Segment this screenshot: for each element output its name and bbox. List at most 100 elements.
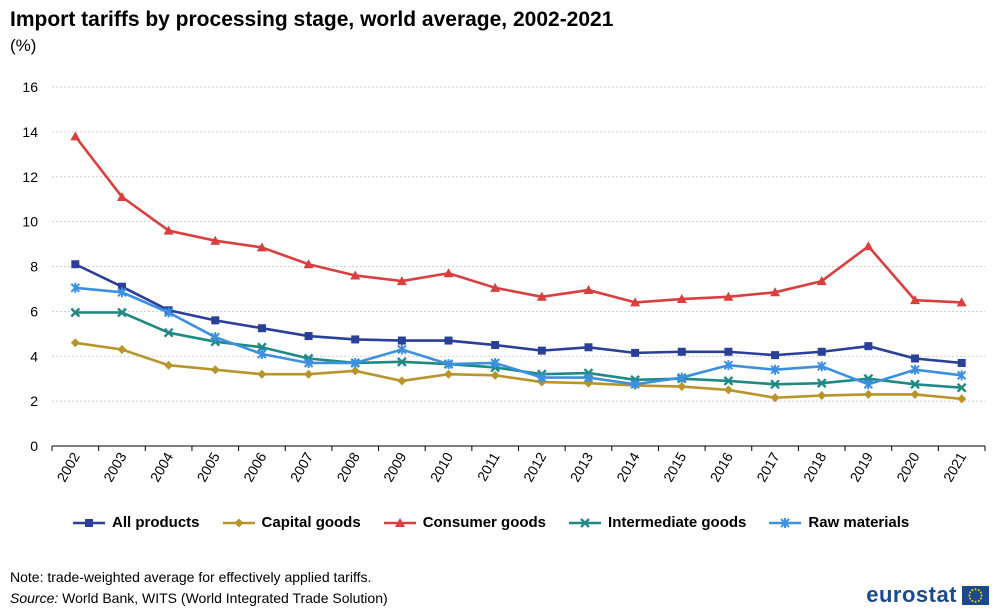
data-point (956, 370, 967, 381)
data-point (396, 276, 407, 286)
legend-item-all-products: All products (72, 514, 200, 531)
data-point (911, 354, 920, 363)
data-point (957, 394, 967, 404)
data-point (490, 282, 501, 292)
data-point (397, 344, 407, 355)
brand-name: eurostat (866, 582, 957, 607)
legend-marker (394, 517, 405, 527)
chart-title: Import tariffs by processing stage, worl… (10, 8, 614, 31)
data-point (583, 285, 594, 295)
legend-marker (85, 518, 93, 527)
data-point (817, 391, 827, 401)
data-point (630, 297, 641, 307)
data-point (257, 369, 267, 379)
data-point (443, 268, 454, 278)
data-point (444, 336, 453, 345)
x-tick-label: 2003 (100, 449, 130, 484)
x-tick-label: 2012 (520, 449, 550, 484)
legend-item-consumer-goods: Consumer goods (383, 514, 546, 531)
data-point (863, 379, 874, 390)
data-point (910, 389, 920, 399)
y-tick-label: 0 (30, 438, 38, 454)
data-point (770, 393, 780, 403)
y-tick-label: 14 (22, 124, 38, 140)
source-text: World Bank, WITS (World Integrated Trade… (58, 590, 388, 606)
legend-item-intermediate-goods: Intermediate goods (568, 514, 746, 531)
legend-marker (580, 517, 590, 528)
series-line (75, 341, 962, 401)
data-point (210, 235, 221, 245)
x-tick-label: 2008 (333, 449, 363, 484)
data-point (724, 347, 733, 356)
series-line (74, 263, 962, 365)
legend-label: Capital goods (261, 514, 361, 531)
data-point (677, 347, 686, 356)
data-point (816, 378, 827, 389)
series-capital-goods (70, 338, 967, 404)
y-tick-label: 8 (30, 259, 38, 275)
data-point (864, 342, 873, 351)
x-tick-label: 2016 (707, 449, 737, 484)
data-point (491, 341, 500, 350)
source-label: Source: (10, 590, 59, 606)
data-point (256, 242, 267, 252)
data-point (910, 295, 921, 305)
data-point (210, 365, 220, 375)
data-point (70, 131, 81, 141)
data-point (676, 294, 687, 304)
chart-source: Source: World Bank, WITS (World Integrat… (10, 590, 388, 606)
data-point (117, 307, 127, 318)
y-tick-label: 6 (30, 303, 38, 319)
data-point (70, 338, 80, 348)
data-point (631, 348, 640, 357)
x-tick-label: 2011 (474, 449, 503, 483)
data-point (350, 366, 360, 376)
axes: 0 2 4 6 8 10 12 14 16 2002 2003 2004 2005 2006 2007 200… (22, 79, 986, 484)
data-point (583, 372, 594, 383)
data-point (677, 372, 687, 383)
x-tick-label: 2019 (847, 449, 877, 484)
data-point (117, 287, 127, 298)
y-tick-label: 12 (22, 169, 38, 185)
legend-swatch (73, 518, 105, 527)
data-point (397, 336, 406, 345)
data-point (956, 382, 967, 393)
y-tick-label: 16 (22, 79, 38, 95)
data-point (770, 379, 780, 390)
legend-label: Consumer goods (422, 514, 547, 531)
data-point (350, 270, 361, 280)
data-point (537, 372, 547, 383)
data-point (723, 376, 734, 386)
data-point (490, 357, 500, 368)
series-line (75, 286, 962, 386)
legend-label: Intermediate goods (608, 514, 747, 531)
chart-unit-label: (%) (10, 36, 37, 55)
x-tick-label: 2013 (567, 449, 597, 484)
x-tick-label: 2009 (380, 449, 410, 484)
legend-label: Raw materials (808, 514, 910, 531)
data-point (630, 379, 640, 390)
legend-swatch (383, 517, 416, 527)
data-point (70, 307, 81, 318)
data-point (210, 332, 220, 343)
data-point (70, 282, 81, 293)
data-point (584, 343, 593, 352)
data-point (817, 361, 827, 372)
data-point (863, 389, 873, 399)
legend-item-capital-goods: Capital goods (222, 514, 361, 531)
data-point (490, 370, 500, 380)
series-all-products (71, 260, 966, 367)
data-point (723, 291, 734, 301)
data-point (956, 297, 967, 307)
x-tick-label: 2017 (753, 449, 783, 484)
data-point (304, 369, 314, 379)
data-point (723, 360, 734, 371)
data-point (116, 191, 127, 201)
data-point (770, 287, 781, 297)
y-tick-label: 2 (30, 393, 38, 409)
data-point (164, 360, 174, 370)
data-point (350, 357, 360, 368)
x-tick-label: 2006 (240, 449, 270, 484)
data-point (163, 327, 174, 338)
